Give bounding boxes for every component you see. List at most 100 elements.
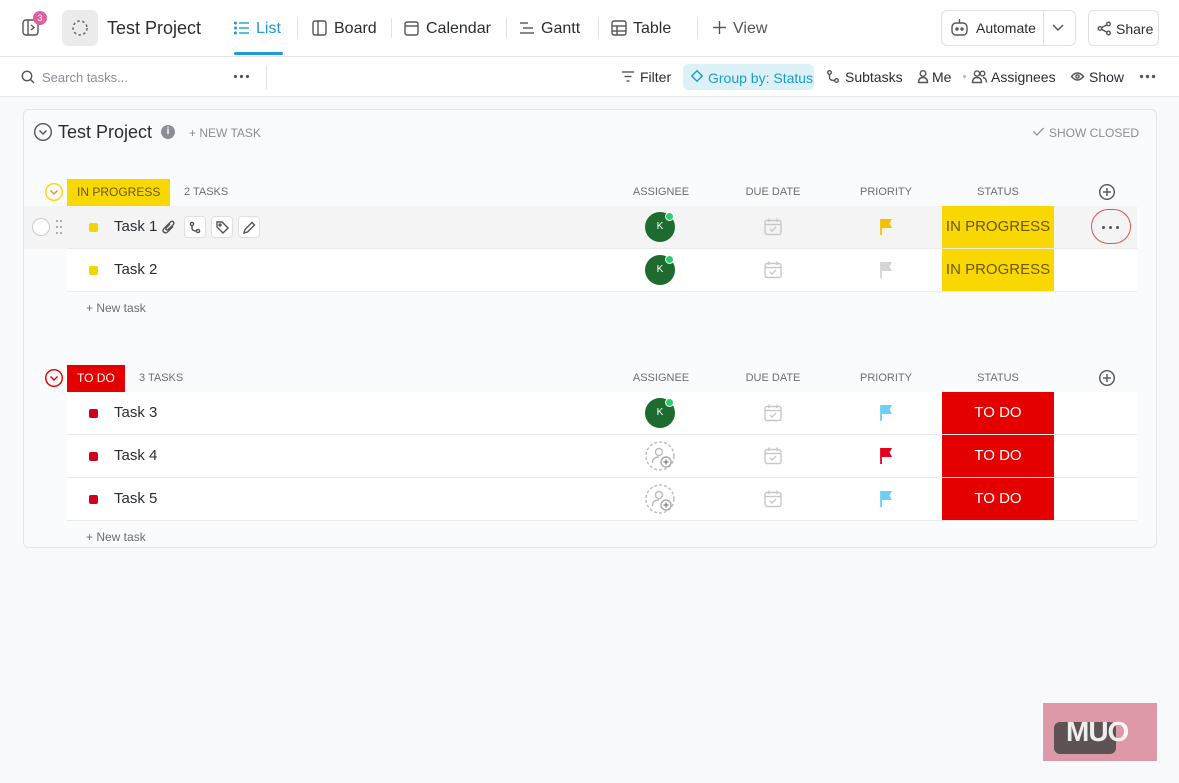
collapse-project[interactable]	[33, 122, 53, 142]
icon-part	[827, 70, 839, 83]
due-date-icon[interactable]	[764, 404, 782, 422]
view-icon[interactable]	[233, 20, 250, 36]
add-column[interactable]	[1098, 183, 1116, 201]
separator	[297, 18, 298, 38]
share-label[interactable]: Share	[1116, 21, 1154, 37]
automate-label[interactable]: Automate	[976, 20, 1036, 36]
more-options[interactable]	[1139, 74, 1156, 79]
sidebar-toggle[interactable]	[22, 19, 40, 37]
show-closed-button[interactable]: SHOW CLOSED	[1049, 126, 1140, 140]
view-icon[interactable]	[404, 20, 420, 36]
search-input[interactable]: Search tasks...	[42, 70, 128, 85]
icon-part	[769, 455, 777, 461]
view-tab[interactable]: List	[256, 20, 281, 37]
icon-part	[233, 74, 238, 79]
task-more-menu[interactable]	[1091, 209, 1131, 244]
add-view-icon[interactable]	[713, 21, 726, 34]
automate-menu[interactable]	[1052, 24, 1064, 31]
task-name[interactable]: Task 2	[114, 261, 158, 278]
view-icon[interactable]	[519, 20, 535, 36]
icon-part	[44, 182, 64, 202]
priority-flag[interactable]	[880, 218, 893, 235]
view-tab[interactable]: Table	[633, 20, 672, 37]
status-cell[interactable]: IN PROGRESS	[942, 206, 1054, 248]
task-status-square	[89, 223, 98, 232]
status-cell[interactable]: TO DO	[942, 435, 1054, 477]
icon-part	[216, 221, 229, 234]
icon-part	[242, 221, 256, 235]
show-button[interactable]: Show	[1089, 69, 1125, 85]
due-date-icon[interactable]	[764, 261, 782, 279]
watermark-text: MUO	[1066, 716, 1129, 747]
add-assignee[interactable]	[645, 441, 675, 471]
task-name[interactable]: Task 4	[114, 447, 158, 464]
add-column[interactable]	[1098, 369, 1116, 387]
view-tab[interactable]: Board	[334, 20, 377, 37]
due-date-icon[interactable]	[764, 447, 782, 465]
icon-part	[44, 368, 64, 388]
search-icon	[21, 70, 35, 84]
priority-flag[interactable]	[880, 404, 893, 421]
view-icon[interactable]	[312, 20, 328, 36]
new-task-row[interactable]: + New task	[86, 301, 146, 315]
icon-part	[56, 220, 62, 234]
subtasks-button[interactable]: Subtasks	[845, 69, 903, 85]
task-name[interactable]: Task 1	[114, 218, 158, 235]
icon-part	[645, 441, 675, 471]
me-button[interactable]: Me	[932, 69, 952, 85]
automate-button[interactable]	[941, 10, 1076, 46]
icon-part	[1151, 74, 1156, 79]
icon-part	[951, 22, 968, 36]
group-by-label[interactable]: Group by: Status	[708, 70, 814, 86]
icon-part	[239, 74, 244, 79]
icon-part	[404, 21, 419, 36]
project-icon[interactable]	[62, 10, 98, 46]
task-action[interactable]	[184, 216, 206, 238]
icon-part	[33, 122, 53, 142]
icon-part	[645, 484, 675, 514]
new-task-row[interactable]: + New task	[86, 530, 146, 544]
icon-part	[764, 490, 782, 508]
icon-part	[1097, 21, 1111, 36]
add-assignee[interactable]	[645, 484, 675, 514]
filter-button[interactable]: Filter	[640, 69, 672, 85]
task-checkbox[interactable]	[32, 218, 50, 236]
new-task-button[interactable]: + NEW TASK	[189, 126, 261, 140]
icon-part	[191, 225, 197, 232]
project-name[interactable]: Test Project	[107, 18, 202, 38]
view-tab[interactable]: Calendar	[426, 20, 491, 37]
collapse-group[interactable]	[44, 182, 64, 202]
task-name[interactable]: Task 5	[114, 490, 158, 507]
task-name[interactable]: Task 3	[114, 404, 158, 421]
priority-flag[interactable]	[880, 261, 893, 278]
view-icon[interactable]	[611, 20, 627, 36]
icon-part	[713, 21, 726, 34]
search-options[interactable]	[233, 74, 250, 79]
group-by-pill[interactable]	[683, 64, 814, 90]
icon-part	[1102, 226, 1119, 229]
assignees-button[interactable]: Assignees	[991, 69, 1056, 85]
due-date-icon[interactable]	[764, 490, 782, 508]
floating-task-button[interactable]	[1054, 722, 1116, 754]
icon-part	[982, 76, 988, 83]
icon-part	[56, 220, 62, 234]
drag-handle[interactable]	[56, 220, 62, 234]
attach-icon[interactable]	[162, 220, 175, 234]
icon-part	[611, 20, 627, 36]
status-cell[interactable]: TO DO	[942, 392, 1054, 434]
status-cell[interactable]: IN PROGRESS	[942, 249, 1054, 291]
add-view[interactable]: View	[733, 20, 768, 37]
icon-part	[960, 27, 964, 31]
filter-icon	[622, 71, 634, 82]
view-tab[interactable]: Gantt	[541, 20, 581, 37]
task-action-icon	[189, 221, 201, 234]
priority-flag[interactable]	[880, 447, 893, 464]
icon-part	[769, 269, 777, 275]
collapse-group[interactable]	[44, 368, 64, 388]
priority-flag[interactable]	[880, 490, 893, 507]
status-cell[interactable]: TO DO	[942, 478, 1054, 520]
due-date-icon[interactable]	[764, 218, 782, 236]
icon-part	[189, 221, 195, 227]
share-button[interactable]	[1088, 10, 1159, 46]
